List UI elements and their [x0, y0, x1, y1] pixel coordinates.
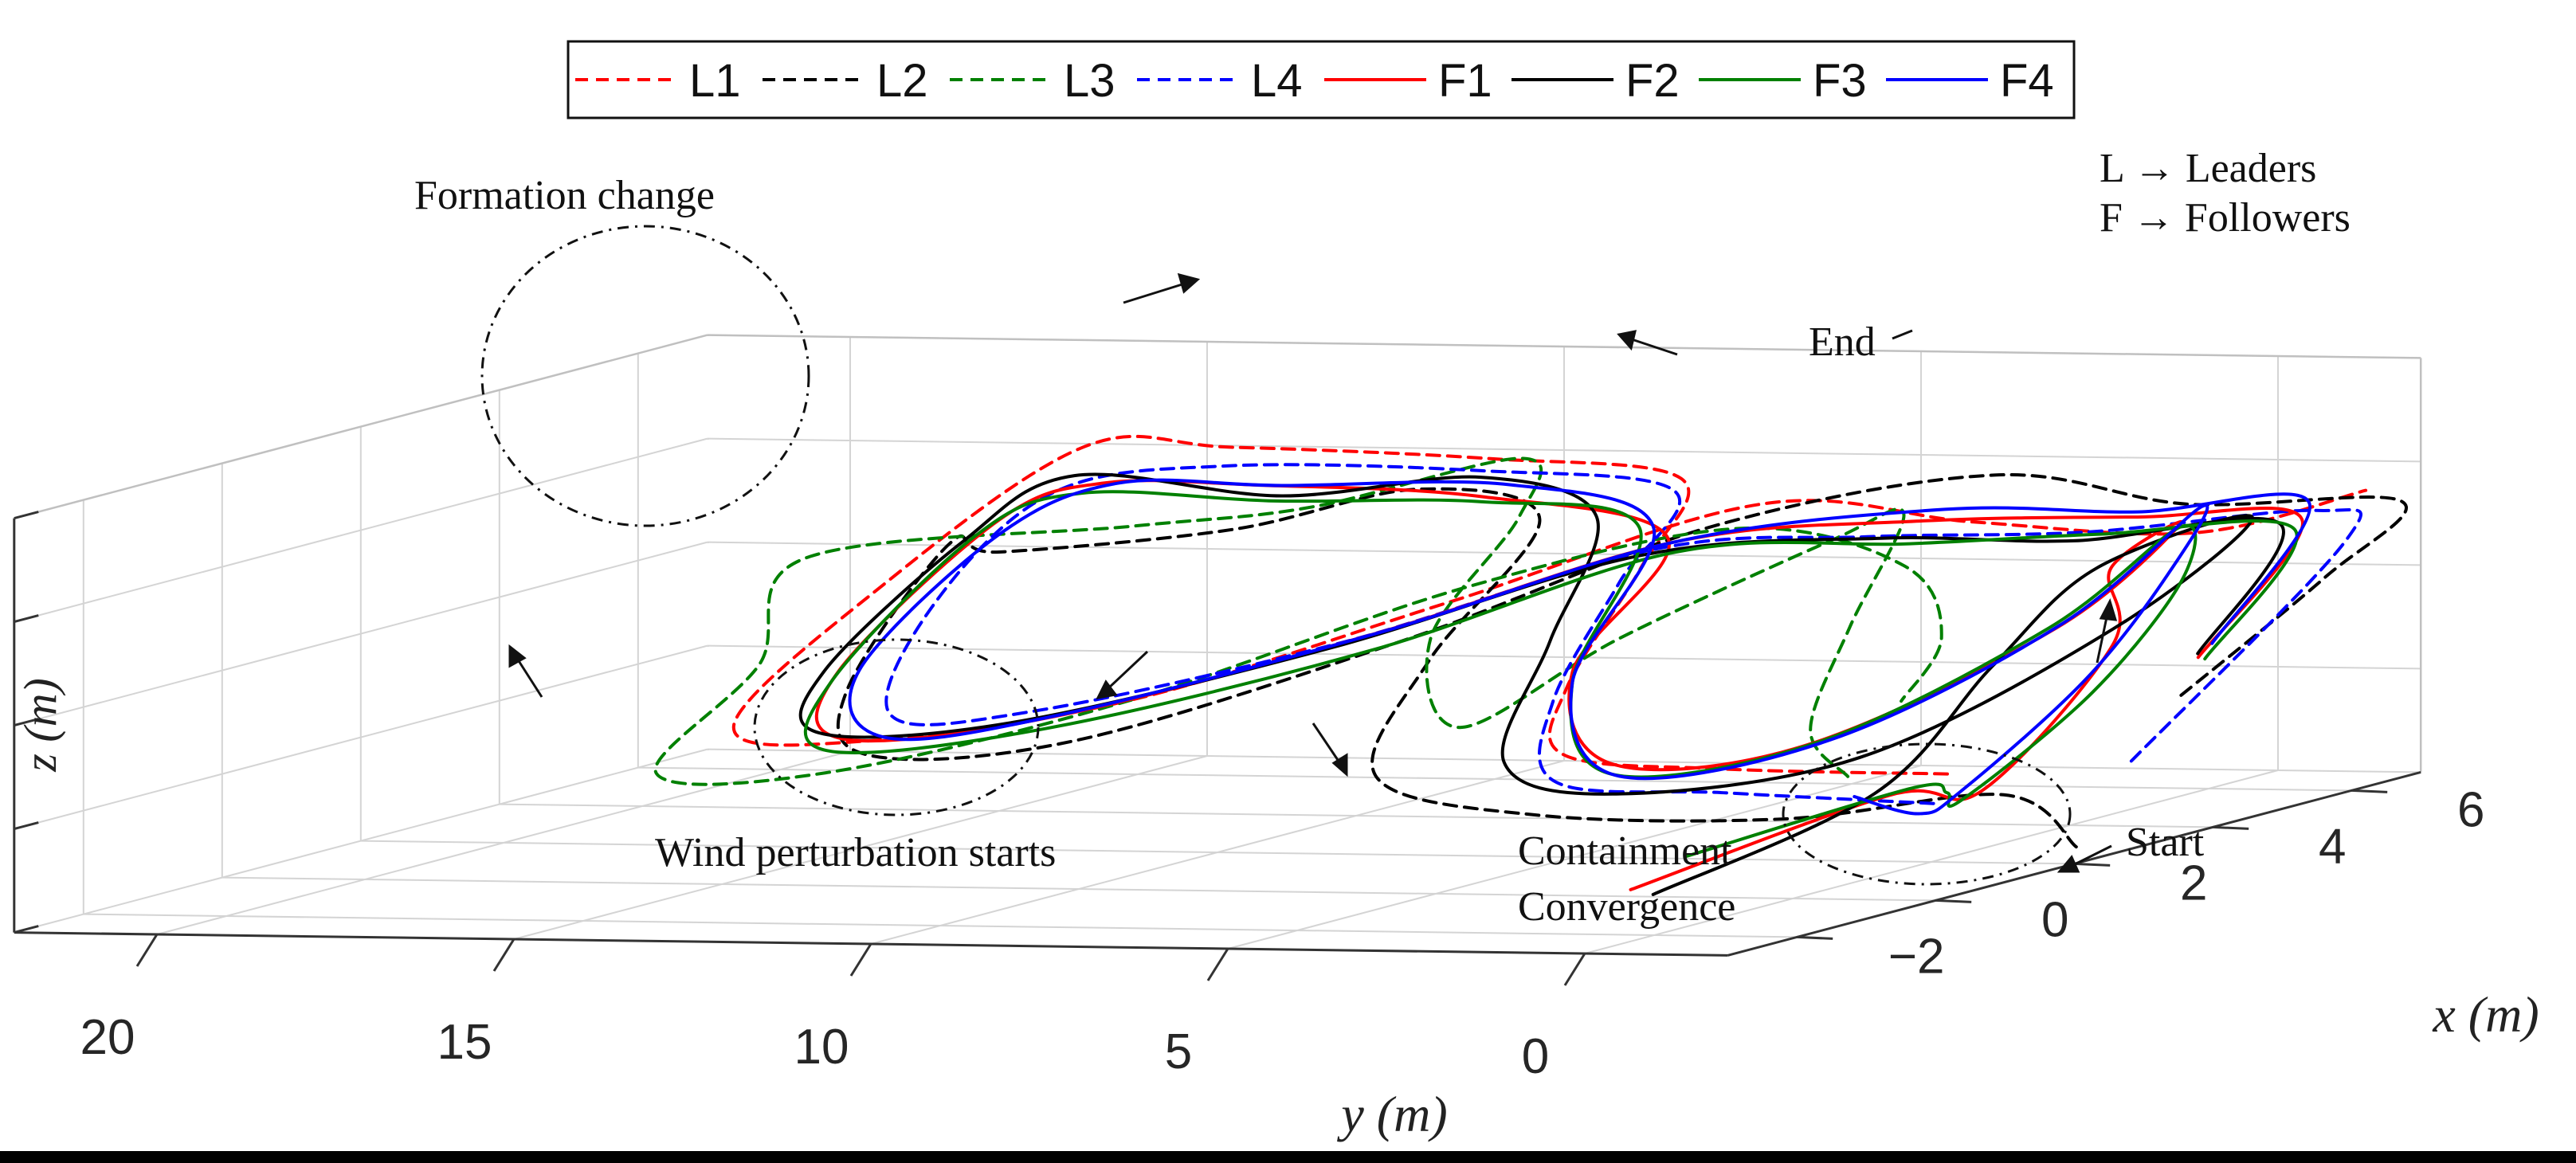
y-tick-mark	[135, 934, 159, 967]
y-tick-mark	[1206, 948, 1229, 981]
arrow-start	[2056, 844, 2112, 873]
series-layer	[653, 434, 2408, 896]
y-tick-label: 10	[794, 1020, 849, 1075]
containment-circle	[1782, 742, 2072, 886]
containment-label: Containment	[1518, 828, 1732, 874]
legend-label-f2: F2	[1625, 55, 1680, 107]
end-label: End	[1809, 319, 1876, 365]
axes-layer	[13, 518, 2421, 957]
z-tick-mark	[14, 925, 39, 934]
x-tick-mark	[2213, 825, 2249, 830]
y-tick-label: 15	[437, 1015, 492, 1070]
x-ticks: −2 0 2 4 6	[1797, 782, 2484, 984]
floor-grid-x	[499, 803, 2213, 828]
x-axis-label: x (m)	[2432, 986, 2539, 1043]
legend-label-f4: F4	[2000, 55, 2054, 107]
legend-label-f1: F1	[1438, 55, 1492, 107]
floor-grid-x	[83, 913, 1798, 938]
legend-label-l3: L3	[1064, 55, 1115, 107]
convergence-label: Convergence	[1518, 884, 1735, 930]
z-tick-mark	[14, 821, 39, 831]
legend-label-l4: L4	[1251, 55, 1303, 107]
wind-perturbation-circle	[753, 638, 1040, 816]
arrow-left-up	[508, 644, 543, 698]
arrow-mid-down-left	[1096, 650, 1149, 700]
z-tick-mark	[14, 614, 39, 624]
x-tick-mark	[2074, 862, 2111, 867]
arrow-right-up	[2096, 598, 2118, 664]
y-tick-label: 0	[1522, 1029, 1549, 1084]
wind-perturbation-label: Wind perturbation starts	[655, 830, 1056, 875]
x-tick-label: 4	[2319, 819, 2346, 874]
y-tick-label: 20	[80, 1010, 135, 1065]
floor-grid-x	[637, 766, 2352, 792]
box-edge	[707, 334, 2421, 359]
followers-key: F → Followers	[2100, 195, 2351, 241]
x-tick-label: −2	[1888, 929, 1945, 984]
legend-box	[567, 40, 2076, 119]
z-tick-mark	[14, 718, 39, 727]
series-line-f4	[848, 478, 2312, 816]
leaders-key: L → Leaders	[2100, 146, 2316, 191]
z-ticks: 02468	[14, 511, 39, 934]
x-tick-label: 6	[2457, 782, 2484, 837]
grid-layer	[14, 334, 2422, 954]
direction-arrows	[508, 272, 2118, 873]
legend-label-l1: L1	[689, 55, 741, 107]
y-axis-label: y (m)	[1336, 1086, 1447, 1142]
series-line-f3	[803, 490, 2299, 858]
x-tick-label: 2	[2180, 856, 2207, 910]
z-axis-label: z (m)	[14, 678, 66, 773]
box-edge	[14, 334, 708, 519]
arrow-mid-down	[1312, 722, 1348, 777]
formation-change-circle	[480, 225, 810, 527]
x-tick-label: 0	[2041, 892, 2068, 947]
y-tick-mark	[1563, 953, 1586, 986]
start-label: Start	[2126, 820, 2205, 865]
series-line-l4	[884, 463, 2362, 805]
formation-change-label: Formation change	[414, 173, 715, 218]
z-tick-mark	[14, 511, 39, 520]
series-line-l3	[653, 456, 1943, 786]
y-tick-mark	[849, 943, 872, 977]
x-tick-mark	[2351, 789, 2388, 793]
legend-label-l2: L2	[876, 55, 928, 107]
y-tick-label: 5	[1165, 1024, 1192, 1079]
x-tick-mark	[1935, 899, 1972, 903]
bottom-border	[0, 1151, 2576, 1163]
y-ticks: 0 5 10 15 20	[80, 934, 1586, 1084]
x-tick-mark	[1797, 935, 1833, 940]
arrow-end	[1892, 329, 1913, 340]
floor-grid-x	[222, 876, 1936, 902]
legend: L1 L2 L3 L4 F1 F2 F3 F4	[567, 40, 2076, 119]
arrow-top-left	[1617, 330, 1678, 356]
floor-grid-x	[360, 840, 2075, 865]
arrow-top-right	[1123, 272, 1201, 304]
y-tick-mark	[492, 938, 516, 972]
legend-label-f3: F3	[1813, 55, 1867, 107]
